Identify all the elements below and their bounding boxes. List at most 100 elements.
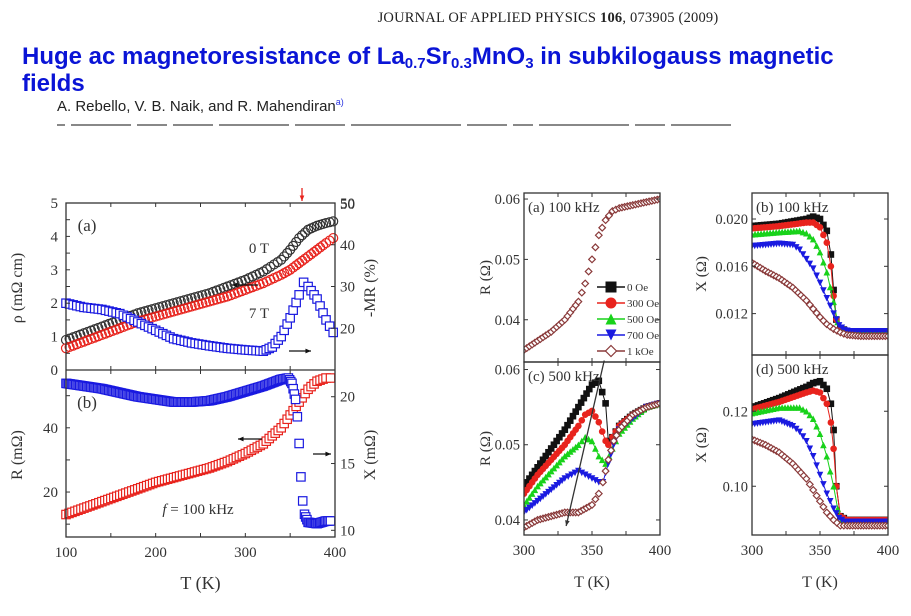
data-point <box>799 433 807 440</box>
data-point <box>297 230 308 241</box>
data-point <box>587 500 597 510</box>
y-tick-label: 0.020 <box>715 212 748 228</box>
data-point <box>820 221 827 229</box>
data-point <box>276 254 287 265</box>
y-tick-label: 0.06 <box>495 192 520 208</box>
series-left-a-2 <box>61 277 339 357</box>
field-trend-arrow-head <box>565 520 570 526</box>
legend-item: 500 Oe <box>597 313 659 326</box>
y-axis-label-fig-right-c: R (Ω) <box>478 431 494 466</box>
y-axis-label-fig-right-d: X (Ω) <box>694 427 710 463</box>
data-point <box>528 471 536 479</box>
data-point <box>279 268 290 279</box>
data-point <box>820 287 827 294</box>
data-point <box>806 381 814 389</box>
data-point <box>578 469 586 477</box>
data-point <box>806 260 814 268</box>
data-point <box>294 258 305 269</box>
data-point <box>282 248 293 259</box>
data-point <box>575 441 582 449</box>
x-tick-label: 400 <box>324 545 347 561</box>
series-left-a-0 <box>60 216 339 346</box>
article-number: 073905 <box>630 10 675 26</box>
data-point <box>816 248 824 256</box>
x-tick-label: 300 <box>741 543 764 559</box>
plot-area-fig-right-c <box>524 377 660 532</box>
x-tick-label: 350 <box>581 543 604 559</box>
data-point <box>833 316 840 323</box>
data-point <box>574 297 583 306</box>
data-point <box>806 445 814 453</box>
data-point <box>279 251 290 262</box>
tc-arrow-head <box>299 195 305 201</box>
data-point <box>883 331 888 341</box>
y-tick-label: 2 <box>51 296 59 312</box>
y-tick-label: 40 <box>43 421 58 437</box>
data-point <box>605 297 617 309</box>
data-point <box>290 394 301 405</box>
data-point <box>816 215 824 223</box>
data-point <box>531 486 539 494</box>
data-point <box>796 428 803 436</box>
data-point <box>300 253 311 264</box>
data-point <box>605 281 617 293</box>
data-point <box>598 478 608 487</box>
data-point <box>809 485 818 495</box>
x-tick-label: 300 <box>234 545 257 561</box>
author-list: A. Rebello, V. B. Naik, and R. Mahendira… <box>57 97 344 116</box>
data-point <box>566 417 574 424</box>
data-point <box>606 446 616 455</box>
data-point <box>594 489 603 498</box>
data-point <box>526 475 533 482</box>
author-footnote-marker[interactable]: a) <box>335 97 344 107</box>
x-tick-label: 400 <box>877 543 900 559</box>
legend-item: 700 Oe <box>597 329 659 342</box>
data-point <box>823 227 831 235</box>
data-point <box>572 408 579 415</box>
legend-label: 300 Oe <box>627 298 659 310</box>
data-point <box>826 283 834 291</box>
data-point <box>578 416 586 424</box>
data-point <box>812 308 821 318</box>
annotation-frequency: f = 100 kHz <box>162 502 234 518</box>
y-tick-label: 0.06 <box>495 363 520 379</box>
data-point <box>823 452 831 460</box>
data-point <box>581 471 589 479</box>
data-point <box>830 482 837 490</box>
data-point <box>823 385 831 393</box>
data-point <box>802 474 811 483</box>
y-tick-label: 0.012 <box>715 307 748 323</box>
data-point <box>297 496 308 506</box>
data-point <box>604 211 614 220</box>
data-point <box>604 344 618 358</box>
data-point <box>789 241 797 249</box>
data-point <box>806 411 814 419</box>
data-point <box>580 394 588 402</box>
legend-label: 1 kOe <box>627 346 654 358</box>
y-tick-label: 0.10 <box>723 479 748 495</box>
y-tick-label: 15 <box>340 457 355 473</box>
data-point <box>577 399 585 406</box>
data-point <box>813 462 820 469</box>
data-point <box>575 422 582 430</box>
data-point <box>558 430 566 437</box>
panel-label-b: (b) <box>77 393 97 412</box>
data-point <box>799 406 807 413</box>
plot-area-fig-right-b <box>752 213 888 341</box>
y-axis-label-left-a: ρ (mΩ cm) <box>9 253 26 324</box>
data-point <box>813 378 820 386</box>
journal-name: JOURNAL OF APPLIED PHYSICS <box>377 10 597 26</box>
x-tick-label: 100 <box>55 545 78 561</box>
data-point <box>803 407 810 415</box>
data-point <box>305 249 317 260</box>
data-point <box>317 240 329 251</box>
data-point <box>547 445 555 452</box>
y-tick-label: 5 <box>51 196 59 212</box>
data-point <box>605 329 617 341</box>
data-point <box>806 214 814 222</box>
data-point <box>550 441 558 449</box>
data-point <box>545 448 552 456</box>
journal-year: (2009) <box>678 10 719 26</box>
data-point <box>291 260 302 271</box>
